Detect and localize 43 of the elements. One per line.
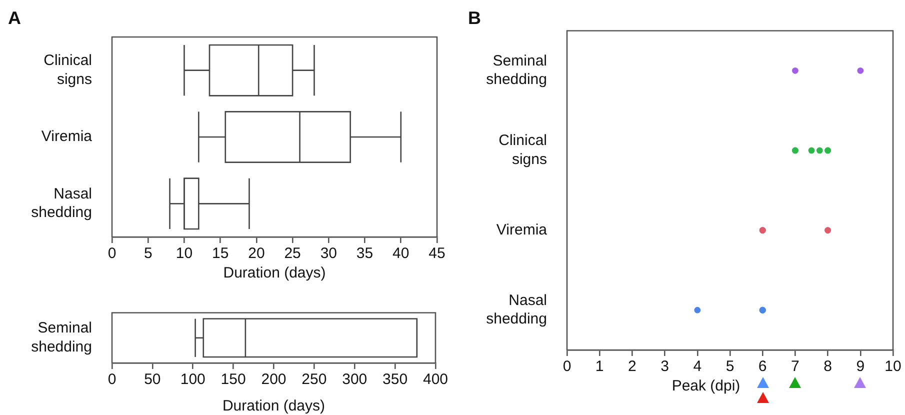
x-tick-label: 300: [342, 371, 368, 388]
x-tick-label: 5: [144, 245, 152, 262]
x-tick-label: 200: [261, 371, 286, 388]
x-tick-label: 4: [693, 358, 702, 376]
x-tick-label: 1: [595, 358, 604, 376]
x-tick-label: 10: [176, 245, 193, 262]
x-axis-title: Peak (dpi): [672, 378, 740, 395]
y-tick-label: Viremia: [41, 128, 93, 146]
x-tick-label: 2: [628, 358, 636, 376]
y-tick-label: Clinical signs: [44, 52, 92, 88]
x-tick-label: 250: [302, 371, 327, 388]
y-tick-label: Clinical signs: [498, 132, 547, 168]
x-tick-label: 15: [212, 245, 229, 262]
y-tick-label: Viremia: [496, 221, 548, 238]
x-tick-label: 5: [726, 358, 734, 376]
x-tick-label: 10: [884, 358, 902, 376]
x-tick-label: 0: [108, 371, 116, 388]
x-tick-label: 6: [758, 358, 767, 376]
x-tick-label: 25: [284, 245, 301, 262]
chart-title: A: [8, 8, 21, 28]
x-tick-label: 350: [382, 371, 408, 388]
x-tick-label: 20: [248, 245, 265, 262]
x-tick-label: 0: [562, 358, 572, 376]
x-tick-label: 40: [392, 245, 410, 262]
x-tick-label: 8: [824, 358, 832, 376]
chart-title: B: [468, 8, 481, 28]
x-tick-label: 100: [180, 371, 206, 388]
x-tick-label: 50: [144, 371, 161, 388]
x-tick-label: 0: [108, 245, 116, 262]
y-tick-label: Nasal shedding: [486, 292, 547, 328]
y-tick-label: Seminal shedding: [486, 52, 547, 88]
x-axis-title: Duration (days): [222, 398, 326, 415]
x-tick-label: 35: [356, 245, 374, 262]
x-tick-label: 7: [791, 358, 800, 376]
x-tick-label: 150: [220, 371, 246, 388]
y-tick-label: Nasal shedding: [31, 185, 92, 222]
x-tick-label: 45: [428, 245, 446, 262]
x-tick-label: 3: [660, 358, 669, 376]
y-tick-label: Seminal shedding: [31, 320, 92, 356]
x-tick-label: 30: [320, 245, 338, 262]
x-tick-label: 400: [422, 371, 448, 388]
x-tick-label: 9: [856, 358, 865, 376]
x-axis-title: Duration (days): [223, 264, 326, 282]
